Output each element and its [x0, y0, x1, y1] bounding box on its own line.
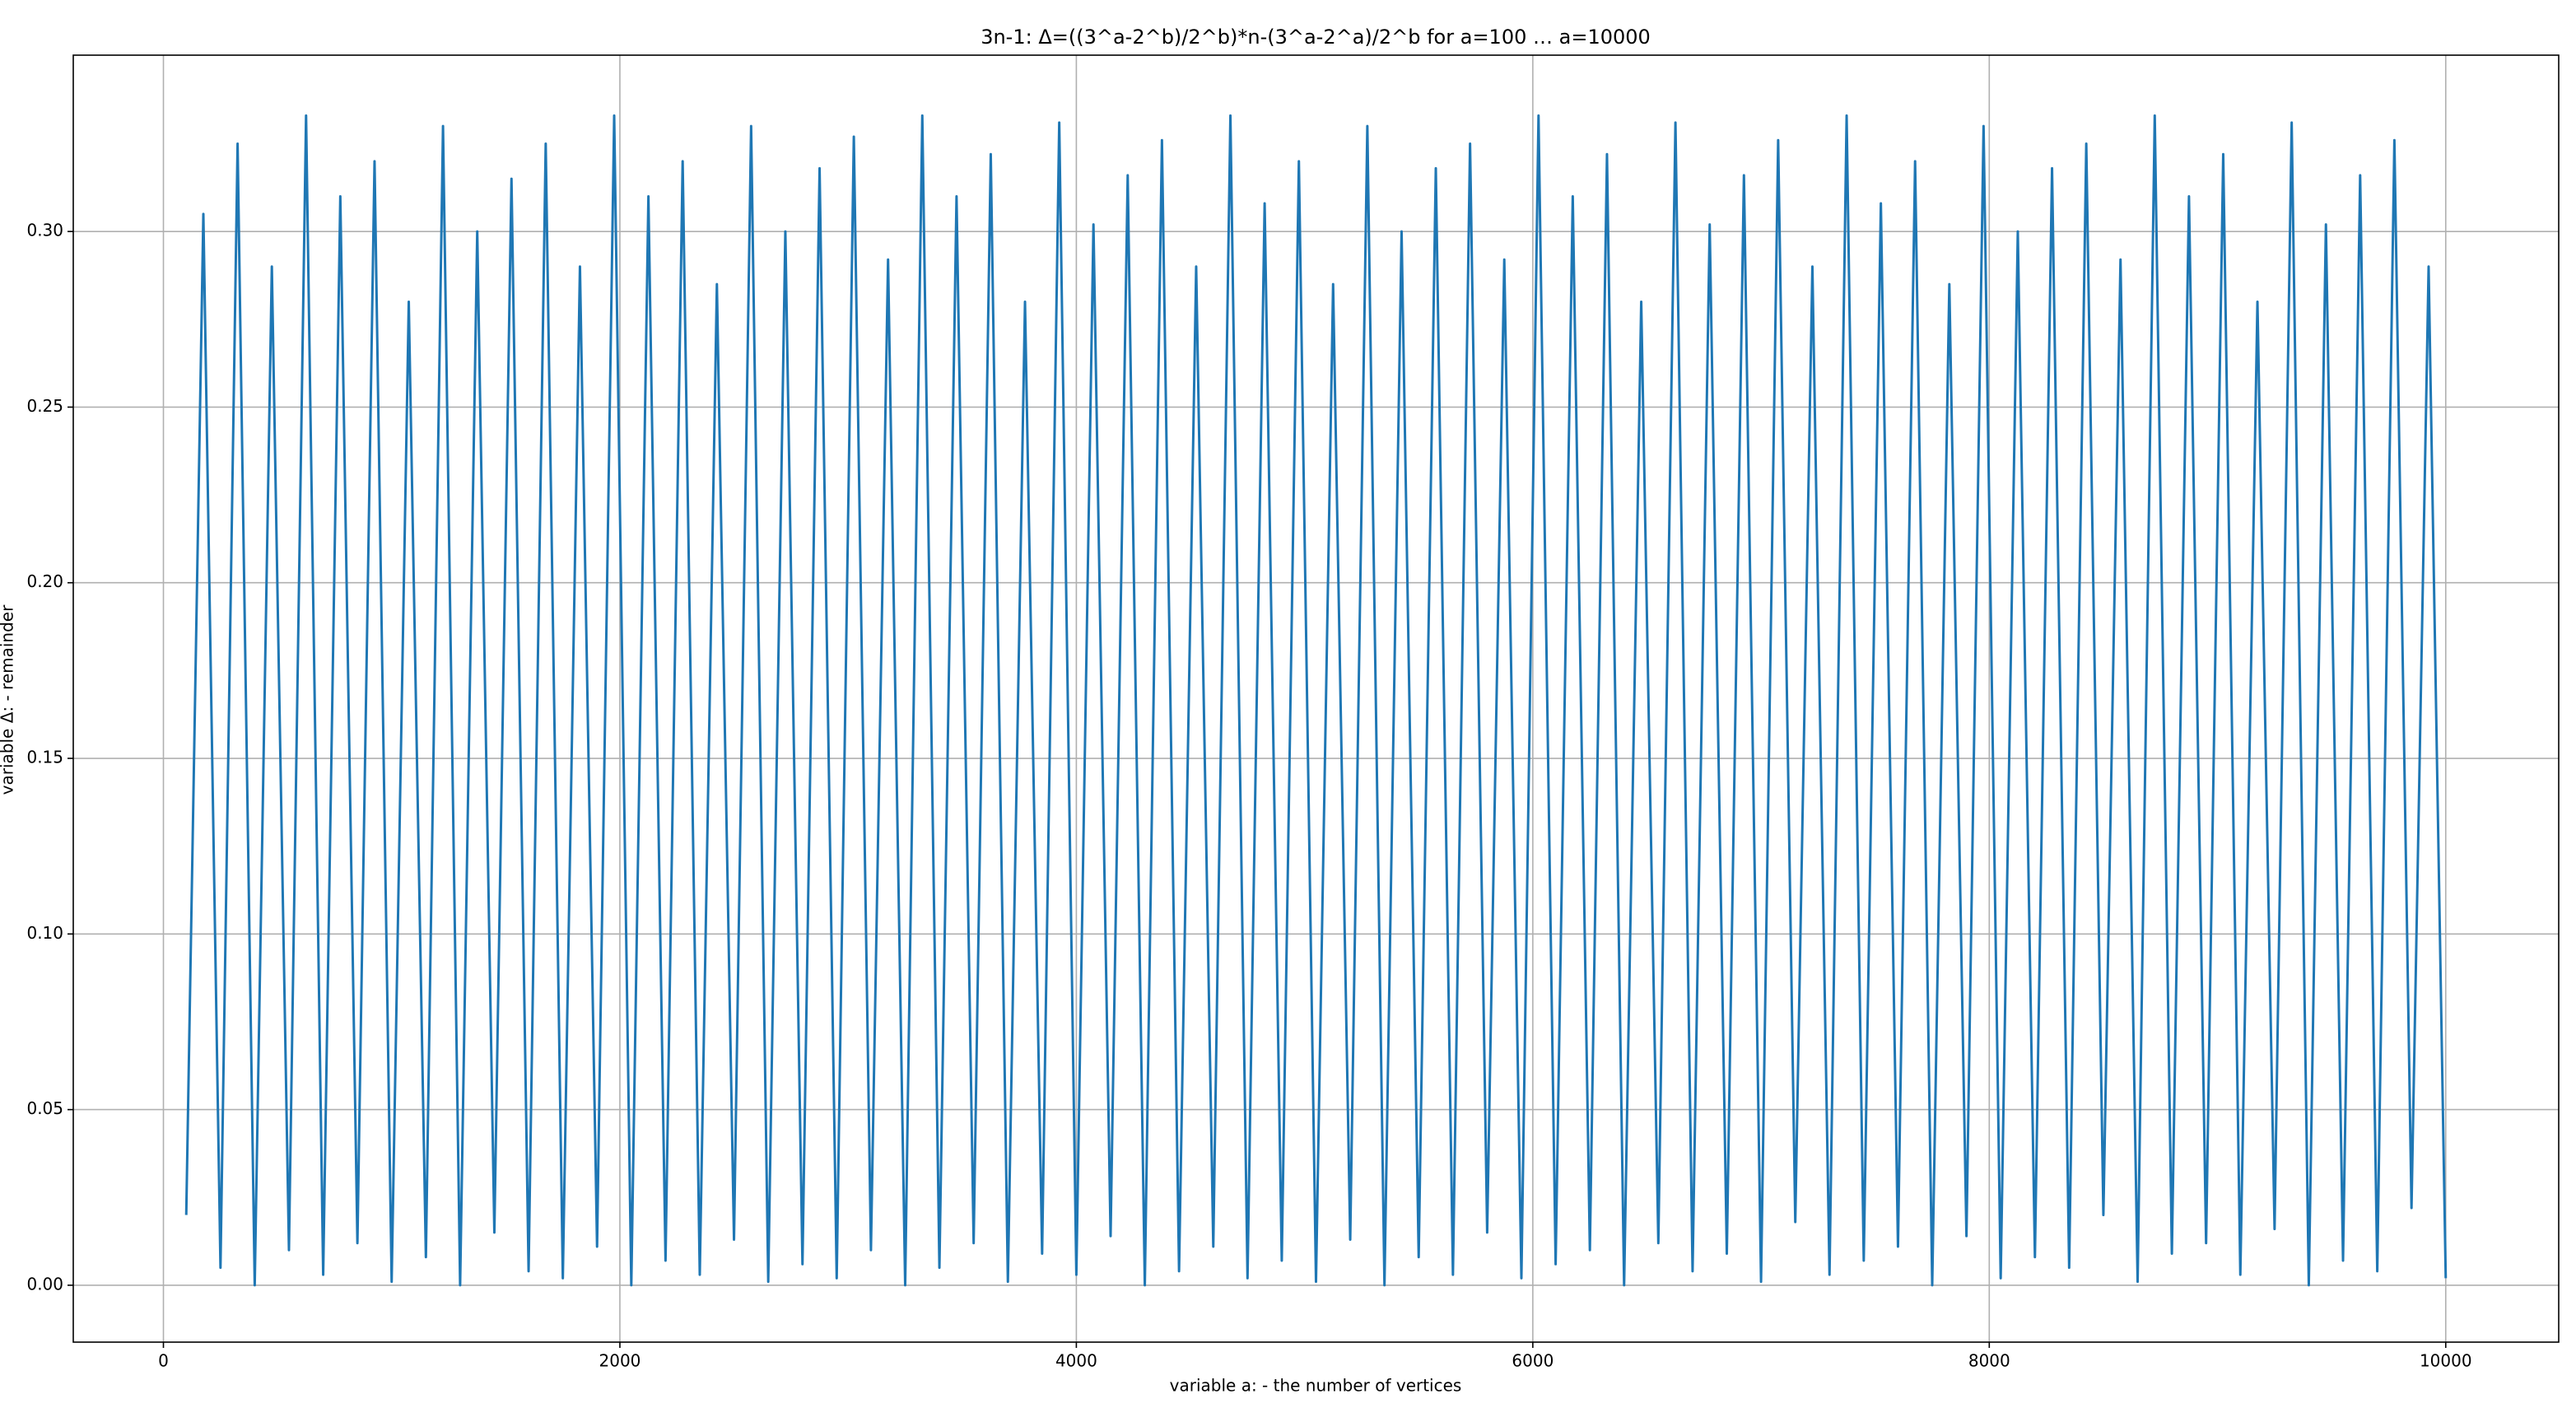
y-tick-label: 0.05	[26, 1098, 63, 1118]
y-tick-label: 0.25	[26, 396, 63, 416]
data-line	[184, 114, 2448, 1287]
y-tick-label: 0.20	[26, 571, 63, 591]
plot-frame	[72, 54, 2560, 1343]
y-tick-label: 0.00	[26, 1274, 63, 1294]
x-tick-label: 8000	[1968, 1351, 2010, 1371]
x-tick-label: 6000	[1512, 1351, 1554, 1371]
x-tick-label: 10000	[2420, 1351, 2472, 1371]
y-tick-label: 0.15	[26, 748, 63, 767]
x-tick-label: 2000	[599, 1351, 641, 1371]
x-tick-label: 4000	[1055, 1351, 1097, 1371]
x-axis-label: variable a: - the number of vertices	[1170, 1376, 1462, 1396]
y-axis-label: variable Δ: - remainder	[0, 604, 17, 795]
x-tick-label: 0	[158, 1351, 169, 1371]
y-tick-label: 0.10	[26, 923, 63, 943]
chart-title: 3n-1: Δ=((3^a-2^b)/2^b)*n-(3^a-2^a)/2^b …	[981, 26, 1651, 49]
y-tick-label: 0.30	[26, 221, 63, 240]
